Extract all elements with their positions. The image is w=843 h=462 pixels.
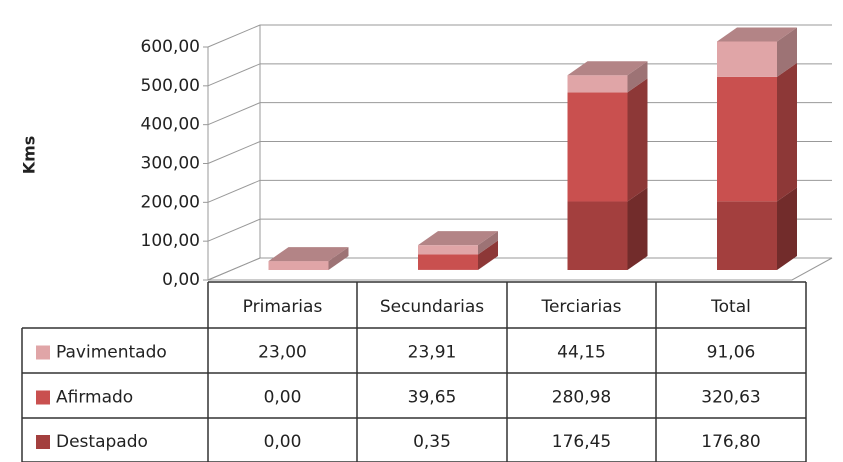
data-label: 0,00 — [264, 432, 302, 452]
legend-swatch — [36, 435, 50, 449]
bar-front — [717, 41, 777, 77]
legend-swatch — [36, 390, 50, 405]
y-axis-label: Kms — [20, 136, 39, 175]
data-label: 0,35 — [413, 432, 451, 452]
bar-side — [328, 247, 349, 270]
bar-front — [567, 92, 628, 202]
bar-front — [717, 76, 777, 202]
bar-segment — [567, 187, 648, 270]
y-tick-label: 200,00 — [141, 192, 200, 212]
bar-front — [268, 261, 329, 270]
data-label: 0,00 — [264, 388, 302, 408]
legend-swatch — [36, 345, 50, 360]
bar-segment — [567, 78, 648, 202]
bar-segment — [268, 247, 349, 270]
x-tick-label: Secundarias — [380, 297, 484, 317]
data-label: 176,80 — [701, 432, 760, 452]
data-label: 23,91 — [408, 343, 457, 363]
y-tick-label: 100,00 — [141, 231, 200, 251]
bar-side — [777, 27, 797, 77]
bar-top — [567, 61, 648, 76]
bar-side — [777, 187, 797, 270]
bar-front — [567, 201, 628, 270]
bar-front — [418, 245, 478, 255]
bar-side — [627, 78, 648, 202]
bar-side — [777, 62, 797, 202]
data-label: 280,98 — [552, 388, 611, 408]
x-tick-label: Total — [710, 297, 751, 317]
y-tick-label: 0,00 — [162, 270, 200, 290]
bar-segment — [717, 27, 797, 77]
bar-segment — [567, 61, 648, 93]
bar-top — [418, 231, 498, 246]
x-tick-label: Terciarias — [540, 297, 621, 317]
bar-top — [717, 27, 797, 42]
data-label: 176,45 — [552, 432, 611, 452]
legend-label: Afirmado — [56, 388, 133, 408]
data-label: 39,65 — [408, 388, 457, 408]
legend-label: Destapado — [56, 432, 148, 452]
grid-line — [207, 24, 832, 48]
bar-segment — [418, 255, 498, 270]
bar-side — [478, 255, 498, 270]
bar-side — [478, 231, 498, 255]
bar-side — [627, 61, 648, 93]
bar-segment — [717, 187, 797, 270]
bar-front — [717, 201, 777, 270]
bar-front — [418, 254, 478, 270]
bar-front — [567, 75, 628, 93]
data-label: 320,63 — [701, 388, 760, 408]
data-label: 44,15 — [557, 343, 606, 363]
y-tick-label: 300,00 — [141, 154, 200, 174]
legend-label: Pavimentado — [56, 343, 167, 363]
bar-segment — [418, 240, 498, 270]
data-label: 91,06 — [707, 343, 756, 363]
y-tick-label: 500,00 — [141, 76, 200, 96]
y-tick-label: 400,00 — [141, 115, 200, 135]
bar-side — [478, 240, 498, 270]
bar-segment — [418, 231, 498, 255]
bar-side — [627, 187, 648, 270]
y-tick-label: 600,00 — [141, 37, 200, 57]
data-label: 23,00 — [258, 343, 307, 363]
bar-segment — [717, 62, 797, 202]
bar-top — [268, 247, 349, 262]
x-tick-label: Primarias — [243, 297, 323, 317]
